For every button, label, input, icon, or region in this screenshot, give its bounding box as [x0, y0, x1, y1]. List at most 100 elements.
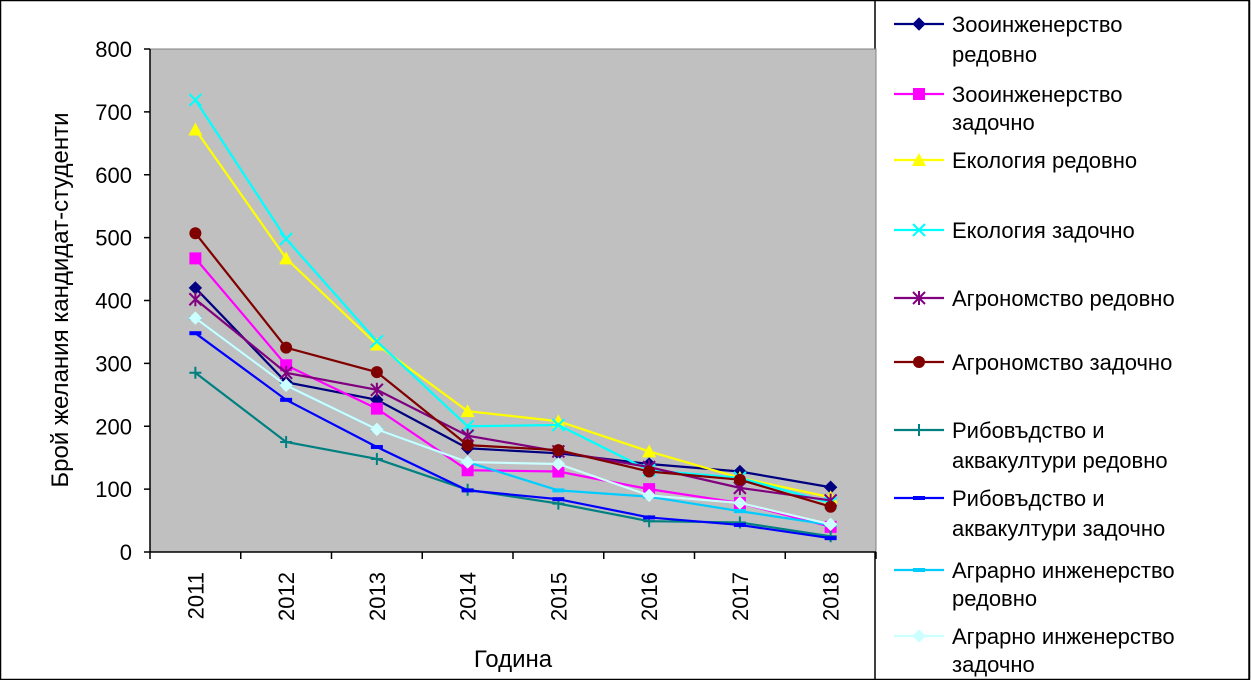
y-tick-label: 100	[95, 477, 132, 502]
series-line	[194, 317, 831, 526]
data-point	[552, 497, 565, 502]
legend-label: редовно	[952, 586, 1037, 611]
series-layer	[188, 93, 838, 543]
series-line	[194, 99, 831, 505]
data-point	[551, 457, 566, 471]
data-point	[370, 422, 384, 437]
x-tick-label: 2018	[819, 572, 844, 621]
legend-item-7: Рибовъдство и аквакултури редовно	[894, 418, 1168, 473]
data-point	[733, 473, 746, 486]
data-point	[370, 452, 383, 465]
y-tick-label: 0	[120, 540, 132, 565]
legend-label: редовно	[952, 42, 1037, 67]
legend-label: аквакултури редовно	[952, 448, 1168, 473]
axes: 0 100 200 300 400 500 600 700 800 2011 2012 2013 201…	[95, 37, 877, 621]
data-point	[279, 378, 293, 393]
data-point	[369, 337, 384, 351]
series-8	[189, 331, 837, 541]
legend-marker	[913, 496, 925, 500]
legend-item-4: Екология задочно	[894, 218, 1135, 243]
series-line	[194, 332, 831, 540]
legend-label: Аграрно инженерство	[952, 624, 1175, 649]
x-tick-label: 2014	[456, 572, 481, 621]
series-5	[188, 292, 838, 508]
legend-frame	[874, 0, 1250, 681]
x-tick-label: 2016	[637, 572, 662, 621]
y-tick-label: 700	[95, 100, 132, 125]
data-point	[461, 439, 474, 452]
data-point	[370, 366, 383, 379]
legend-marker	[913, 568, 925, 572]
legend-item-3: Екология редовно	[894, 148, 1137, 173]
data-point	[280, 341, 293, 354]
data-point	[189, 331, 202, 336]
legend-label: задочно	[952, 652, 1035, 677]
data-point	[370, 382, 384, 397]
data-point	[824, 536, 837, 541]
legend-label: Рибовъдство и	[952, 418, 1105, 443]
series-line	[194, 371, 831, 538]
data-point	[370, 402, 383, 415]
data-point	[188, 93, 203, 107]
data-point	[189, 366, 202, 379]
legend-label: Екология редовно	[952, 148, 1137, 173]
legend-marker	[913, 88, 925, 100]
legend-item-10: Аграрно инженерство задочно	[894, 624, 1175, 677]
series-6	[189, 227, 837, 513]
series-10	[188, 311, 838, 532]
y-tick-label: 300	[95, 351, 132, 376]
data-point	[733, 522, 746, 527]
data-point	[280, 435, 293, 448]
data-point	[824, 500, 837, 513]
data-point	[460, 404, 475, 418]
series-line	[194, 298, 831, 502]
data-point	[370, 444, 383, 449]
series-line	[194, 232, 831, 508]
legend-marker	[913, 424, 925, 436]
legend-label: Зооинженерство	[952, 82, 1123, 107]
data-point	[188, 292, 203, 307]
legend-label: Агрономство редовно	[952, 286, 1175, 311]
data-point	[189, 252, 202, 265]
data-point	[460, 455, 475, 469]
legend-marker	[912, 223, 926, 237]
legend-marker	[912, 153, 926, 166]
legend-marker	[912, 17, 926, 31]
legend-item-6: Агрономство задочно	[894, 350, 1172, 375]
data-point	[823, 517, 838, 532]
legend-label: Екология задочно	[952, 218, 1135, 243]
legend-item-2: Зооинженерство задочно	[894, 82, 1123, 135]
data-point	[642, 488, 656, 503]
data-point	[552, 465, 565, 478]
legend-item-1: Зооинженерство редовно	[894, 12, 1123, 67]
series-line	[194, 287, 831, 489]
data-point	[552, 488, 565, 493]
data-point	[642, 444, 657, 458]
y-tick-label: 500	[95, 226, 132, 251]
series-line	[194, 128, 831, 499]
legend: Зооинженерство редовно Зооинженерство задоч…	[894, 12, 1175, 677]
legend-label: задочно	[952, 110, 1035, 135]
data-point	[188, 311, 203, 325]
data-point	[370, 334, 384, 349]
y-tick-label: 200	[95, 414, 132, 439]
y-axis-title: Брой желания кандидат-студенти	[47, 112, 74, 487]
legend-item-8: Рибовъдство и аквакултури задочно	[894, 486, 1165, 541]
data-point	[280, 397, 293, 402]
legend-label: Зооинженерство	[952, 12, 1123, 37]
data-point	[643, 465, 656, 478]
x-tick-label: 2012	[274, 572, 299, 621]
legend-marker	[912, 629, 926, 643]
data-point	[643, 515, 656, 520]
data-point	[279, 232, 293, 246]
data-point	[461, 464, 474, 477]
x-tick-label: 2013	[365, 572, 390, 621]
data-point	[280, 359, 293, 372]
data-point	[460, 419, 475, 433]
legend-marker	[913, 356, 925, 368]
y-tick-label: 600	[95, 163, 132, 188]
legend-item-9: Аграрно инженерство редовно	[894, 558, 1175, 611]
data-point	[189, 227, 202, 240]
y-tick-label: 800	[95, 37, 132, 62]
x-tick-label: 2011	[183, 572, 208, 619]
